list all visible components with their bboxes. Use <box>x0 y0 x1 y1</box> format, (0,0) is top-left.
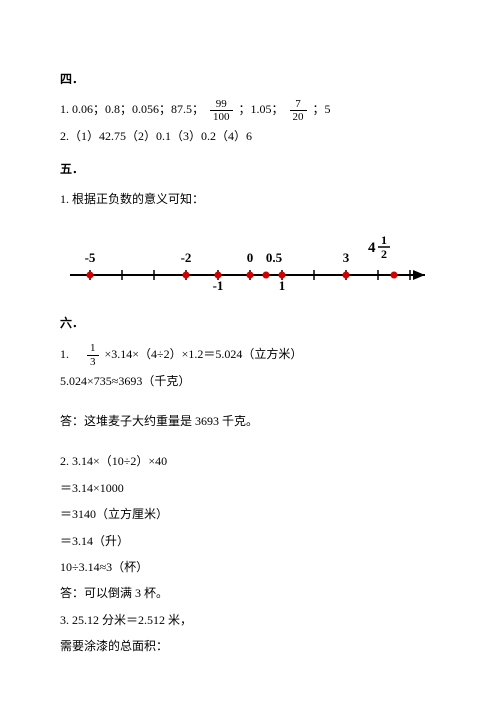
sec6-q1b: 5.024×735≈3693（千克） <box>60 368 440 394</box>
sec5-line1: 1. 根据正负数的意义可知： <box>60 186 440 212</box>
sec6-q2a: 2. 3.14×（10÷2）×40 <box>60 448 440 474</box>
sec4-q1: 1. 0.06；0.8；0.056；87.5； 99 100 ；1.05； 7 … <box>60 96 440 123</box>
svg-text:-5: -5 <box>85 250 96 265</box>
svg-text:1: 1 <box>279 278 286 293</box>
sec4-q2: 2.（1）42.75（2）0.1（3）0.2（4）6 <box>60 123 440 149</box>
sec4-q1-prefix: 1. 0.06；0.8；0.056；87.5； <box>60 102 204 116</box>
fraction-num: 99 <box>210 98 233 111</box>
sec4-q1-tail: ；5 <box>313 102 331 116</box>
svg-text:3: 3 <box>343 250 350 265</box>
page: 四． 1. 0.06；0.8；0.056；87.5； 99 100 ；1.05；… <box>0 0 500 660</box>
fraction-den: 100 <box>210 111 233 123</box>
spacer <box>60 394 440 408</box>
fraction-7-20: 7 20 <box>290 98 307 123</box>
sec6-q1ans: 答：这堆麦子大约重量是 3693 千克。 <box>60 408 440 434</box>
sec6-q2b: ＝3.14×1000 <box>60 475 440 501</box>
fraction-num: 1 <box>87 342 99 355</box>
sec6-q1a-post: ×3.14×（4÷2）×1.2＝5.024（立方米） <box>105 347 303 361</box>
sec6-q2c: ＝3140（立方厘米） <box>60 501 440 527</box>
svg-text:0: 0 <box>247 250 254 265</box>
svg-text:-1: -1 <box>213 278 224 293</box>
section-4-heading: 四． <box>60 66 440 92</box>
number-line-svg: -5-2-100.513412 <box>60 230 440 300</box>
svg-text:0.5: 0.5 <box>266 250 283 265</box>
sec6-q1a: 1. 1 3 ×3.14×（4÷2）×1.2＝5.024（立方米） <box>60 341 440 368</box>
sec6-q2d: ＝3.14（升） <box>60 528 440 554</box>
number-line-figure: -5-2-100.513412 <box>60 230 440 300</box>
svg-text:4: 4 <box>368 240 376 256</box>
sec6-q2e: 10÷3.14≈3（杯） <box>60 554 440 580</box>
svg-text:1: 1 <box>381 233 387 247</box>
fraction-99-100: 99 100 <box>210 98 233 123</box>
sec6-q3a: 3. 25.12 分米＝2.512 米， <box>60 607 440 633</box>
sec6-q3b: 需要涂漆的总面积： <box>60 633 440 659</box>
sec6-q2ans: 答：可以倒满 3 杯。 <box>60 580 440 606</box>
svg-text:-2: -2 <box>181 250 192 265</box>
svg-text:2: 2 <box>381 247 387 261</box>
fraction-den: 3 <box>87 356 99 368</box>
section-6-heading: 六． <box>60 310 440 336</box>
spacer <box>60 434 440 448</box>
fraction-1-3: 1 3 <box>87 342 99 367</box>
fraction-num: 7 <box>290 98 307 111</box>
fraction-den: 20 <box>290 111 307 123</box>
sec4-q1-mid: ；1.05； <box>239 102 284 116</box>
section-5-heading: 五． <box>60 156 440 182</box>
sec6-q1a-pre: 1. <box>60 347 81 361</box>
